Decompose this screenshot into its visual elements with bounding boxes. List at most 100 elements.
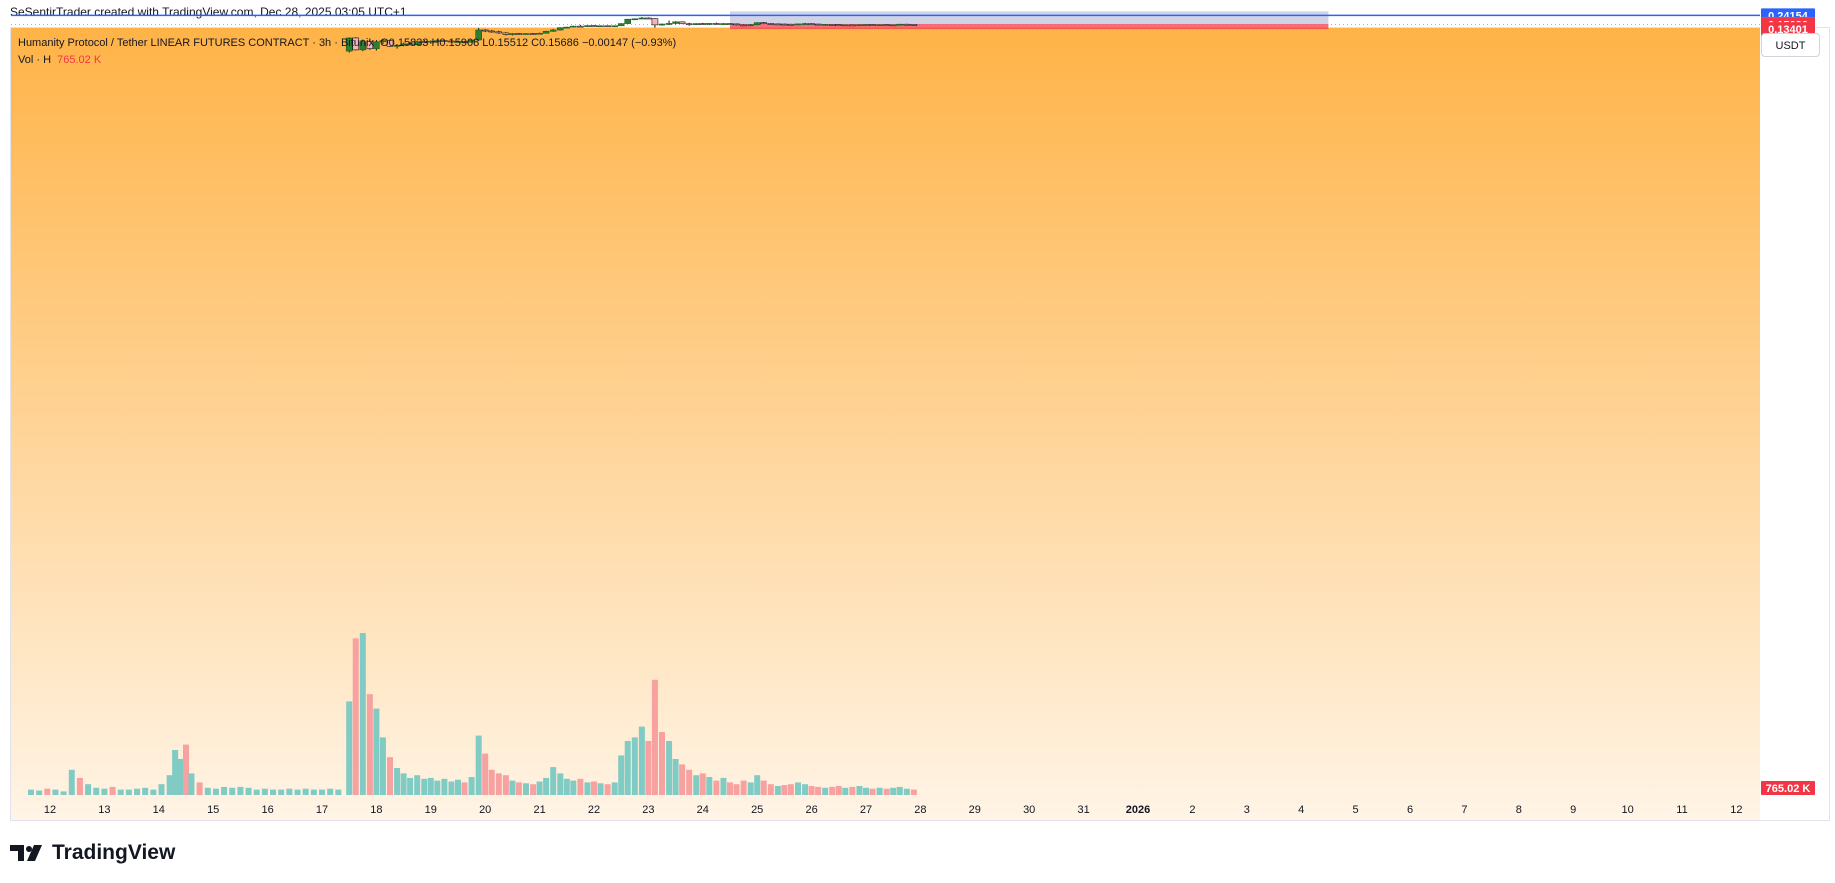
time-tick-label: 10 <box>1621 804 1633 816</box>
tradingview-logo[interactable]: TradingView <box>10 841 175 865</box>
volume-bar <box>693 775 700 795</box>
candle-body <box>570 25 577 28</box>
candle-body <box>638 17 646 20</box>
currency-button[interactable]: USDT <box>1761 33 1820 57</box>
candle <box>638 17 646 20</box>
candle-body <box>427 40 435 43</box>
volume-bar <box>890 787 897 795</box>
candle <box>563 26 571 29</box>
candle-body <box>406 43 414 46</box>
candle-body <box>903 23 911 26</box>
volume-bar <box>876 787 883 795</box>
candle <box>787 23 795 26</box>
volume-bar <box>679 764 686 795</box>
volume-bar <box>842 787 849 795</box>
candle <box>590 25 598 27</box>
price-tag-bg <box>1761 22 1815 37</box>
volume-bar <box>802 784 809 795</box>
volume-bar <box>536 781 543 795</box>
candle <box>536 32 543 35</box>
volume-bar <box>611 782 618 795</box>
volume-bar <box>76 777 83 795</box>
volume-bar <box>101 788 108 795</box>
candle <box>801 22 809 25</box>
volume-bar <box>713 780 720 795</box>
candle-body <box>379 40 387 43</box>
candle <box>862 24 870 26</box>
volume-bar <box>733 784 740 795</box>
volume-bar <box>421 778 428 795</box>
time-tick-label: 21 <box>533 804 545 816</box>
volume-bar <box>543 777 550 795</box>
candle <box>645 17 652 20</box>
candle <box>849 24 856 27</box>
candle <box>448 39 455 43</box>
candle <box>781 23 788 26</box>
legend-volume-value: 765.02 K <box>57 54 102 66</box>
candle <box>502 32 510 36</box>
candle <box>441 39 448 42</box>
volume-bar <box>475 735 482 795</box>
candle-body <box>767 23 775 25</box>
time-tick-label: 27 <box>860 804 872 816</box>
candle <box>542 30 550 34</box>
volume-bar <box>245 787 252 795</box>
volume-bar <box>44 788 51 795</box>
candle-body <box>584 25 591 27</box>
candle <box>570 25 577 28</box>
price-tags: 0.241540.160810.1568654:280.13401765.02 … <box>1761 8 1815 795</box>
position-zones <box>730 11 1329 30</box>
volume-bar <box>36 790 43 795</box>
volume-bar <box>570 780 577 795</box>
volume-bar <box>488 769 495 795</box>
volume-bar <box>379 737 386 795</box>
candle-body <box>461 41 468 43</box>
candlestick-series <box>345 17 918 53</box>
chart-canvas[interactable]: 0.300000.280000.260000.220000.200000.185… <box>0 0 1835 830</box>
time-tick-label: 8 <box>1516 804 1522 816</box>
volume-bar <box>686 769 693 795</box>
candle-body <box>889 24 897 27</box>
candle <box>896 23 904 26</box>
volume-bar <box>286 788 293 795</box>
candle-body <box>509 33 516 35</box>
volume-bar <box>787 784 794 795</box>
time-tick-label: 26 <box>805 804 817 816</box>
candle-body <box>651 18 659 26</box>
candle-body <box>869 24 876 26</box>
candle <box>828 24 836 26</box>
candle-body <box>835 24 843 27</box>
volume-bar <box>117 789 124 795</box>
candle <box>468 39 475 43</box>
candle-body <box>699 23 707 25</box>
candle-body <box>910 24 918 26</box>
volume-bar <box>767 784 774 795</box>
time-tick-label: 7 <box>1461 804 1467 816</box>
candle-body <box>814 23 822 26</box>
volume-bar <box>856 786 863 795</box>
volume-bar <box>515 782 522 795</box>
candle-body <box>828 24 836 26</box>
candle-body <box>706 23 713 25</box>
candle <box>515 32 523 35</box>
candle <box>359 39 367 52</box>
candle-body <box>366 41 374 49</box>
volume-bar <box>109 786 116 795</box>
candle <box>481 29 489 33</box>
candle-body <box>631 18 639 21</box>
candle-body <box>624 18 632 24</box>
candle <box>726 23 734 25</box>
candle <box>624 18 632 24</box>
volume-bar <box>863 787 869 795</box>
volume-bar <box>335 789 342 795</box>
candle-body <box>488 30 496 33</box>
candle-body <box>352 37 360 51</box>
candle <box>584 25 591 27</box>
candle-body <box>542 30 550 34</box>
volume-bar <box>482 753 489 795</box>
candle-body <box>420 41 428 44</box>
volume-bar <box>414 775 421 795</box>
volume-bar <box>645 741 652 795</box>
volume-bar <box>815 786 822 795</box>
volume-bar <box>699 773 706 795</box>
